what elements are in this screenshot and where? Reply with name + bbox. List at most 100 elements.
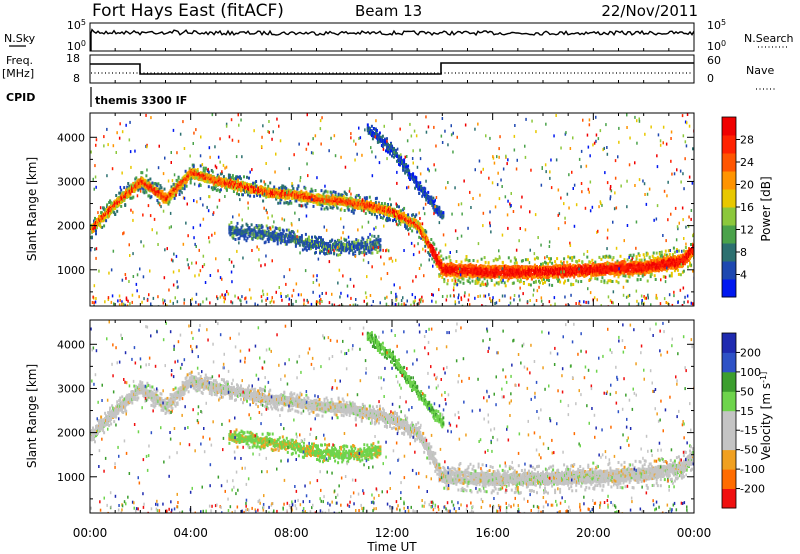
range-cell: [103, 213, 106, 217]
range-cell: [279, 201, 282, 205]
range-cell: [388, 207, 390, 211]
range-cell: [429, 244, 432, 248]
range-cell: [321, 204, 324, 207]
range-cell: [556, 257, 559, 261]
range-cell: [287, 188, 290, 192]
range-cell: [578, 259, 581, 263]
range-cell: [503, 267, 506, 271]
range-cell: [515, 268, 518, 272]
range-cell: [411, 229, 414, 233]
range-cell: [582, 263, 585, 267]
range-cell: [565, 270, 568, 273]
range-cell: [94, 226, 96, 230]
range-cell: [238, 193, 240, 197]
range-cell: [338, 198, 341, 202]
range-cell: [493, 283, 496, 287]
range-cell: [112, 210, 115, 214]
range-cell: [370, 212, 373, 216]
range-cell: [413, 221, 416, 225]
range-cell: [250, 187, 253, 191]
range-cell: [534, 275, 537, 279]
range-cell: [99, 222, 102, 226]
range-cell: [418, 235, 421, 239]
range-cell: [489, 276, 492, 280]
range-cell: [398, 205, 400, 209]
range-cell: [445, 274, 448, 278]
range-cell: [533, 263, 536, 267]
range-cell: [323, 195, 326, 199]
range-cell: [358, 196, 361, 199]
range-cell: [392, 219, 394, 223]
range-cell: [218, 190, 221, 194]
range-cell: [291, 184, 294, 188]
range-cell: [240, 177, 242, 181]
range-cell: [443, 278, 446, 282]
range-cell: [432, 247, 435, 250]
range-cell: [213, 186, 216, 190]
range-cell: [448, 255, 451, 259]
range-cell: [502, 265, 505, 268]
station-title: Fort Hays East (fitACF): [92, 1, 284, 21]
range-cell: [549, 265, 551, 269]
range-cell: [189, 178, 192, 182]
range-cell: [183, 187, 186, 191]
freq-panel: Freq. [MHz] 18 8 60 0 Nave: [2, 52, 776, 90]
range-cell: [127, 182, 130, 185]
range-cell: [398, 219, 400, 223]
range-cell: [282, 195, 285, 199]
range-cell: [514, 258, 517, 262]
range-cell: [414, 215, 417, 219]
range-cell: [368, 195, 371, 199]
range-cell: [547, 262, 549, 266]
range-cell: [142, 177, 145, 181]
range-cell: [178, 193, 181, 196]
range-cell: [551, 283, 554, 287]
range-cell: [237, 178, 239, 182]
range-cell: [248, 183, 250, 187]
range-cell: [524, 258, 527, 262]
range-cell: [459, 269, 462, 273]
range-cell: [163, 187, 166, 191]
range-cell: [570, 282, 573, 286]
range-cell: [504, 275, 507, 279]
range-cell: [443, 280, 446, 284]
range-cell: [368, 211, 371, 214]
range-cell: [278, 186, 281, 190]
range-cell: [572, 283, 575, 286]
range-cell: [120, 204, 123, 208]
range-cell: [459, 265, 462, 269]
range-cell: [519, 270, 522, 274]
range-cell: [127, 194, 130, 198]
range-cell: [320, 189, 323, 193]
range-cell: [573, 255, 576, 259]
range-cell: [460, 260, 463, 264]
range-cell: [326, 207, 329, 211]
range-cell: [337, 192, 340, 196]
range-cell: [345, 193, 348, 196]
range-cell: [167, 202, 170, 206]
range-cell: [230, 176, 233, 180]
range-cell: [127, 191, 130, 195]
range-cell: [429, 254, 432, 258]
freq-frame: [89, 54, 695, 84]
range-cell: [235, 177, 237, 181]
range-cell: [274, 192, 277, 196]
range-cell: [248, 191, 250, 195]
range-cell: [389, 218, 391, 222]
range-cell: [179, 189, 182, 193]
range-cell: [134, 188, 137, 192]
range-cell: [357, 199, 360, 202]
range-cell: [556, 277, 559, 281]
nsearch-label: N.Search: [744, 32, 794, 45]
nsky-tick-bottom: 100: [67, 39, 86, 54]
range-cell: [141, 171, 144, 175]
range-cell: [315, 201, 318, 205]
cpid-value: themis 3300 IF: [95, 94, 187, 107]
range-cell: [433, 242, 436, 246]
range-cell: [202, 173, 205, 177]
range-cell: [543, 277, 545, 281]
range-cell: [280, 198, 283, 202]
range-cell: [407, 228, 410, 232]
range-cell: [515, 261, 518, 265]
range-cell: [187, 175, 190, 179]
